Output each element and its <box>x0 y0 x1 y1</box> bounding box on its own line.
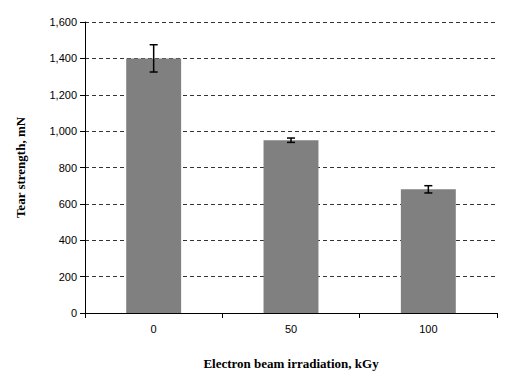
svg-text:Tear strength, mN: Tear strength, mN <box>13 116 28 218</box>
svg-text:600: 600 <box>59 198 77 210</box>
svg-text:400: 400 <box>59 234 77 246</box>
svg-text:0: 0 <box>71 307 77 319</box>
svg-text:1,000: 1,000 <box>49 125 77 137</box>
svg-text:200: 200 <box>59 271 77 283</box>
svg-text:1,200: 1,200 <box>49 89 77 101</box>
svg-text:100: 100 <box>419 323 437 335</box>
svg-text:Electron beam irradiation, kGy: Electron beam irradiation, kGy <box>203 356 379 371</box>
svg-text:0: 0 <box>151 323 157 335</box>
svg-text:1,400: 1,400 <box>49 52 77 64</box>
svg-text:800: 800 <box>59 162 77 174</box>
svg-text:50: 50 <box>285 323 297 335</box>
svg-text:1,600: 1,600 <box>49 16 77 28</box>
